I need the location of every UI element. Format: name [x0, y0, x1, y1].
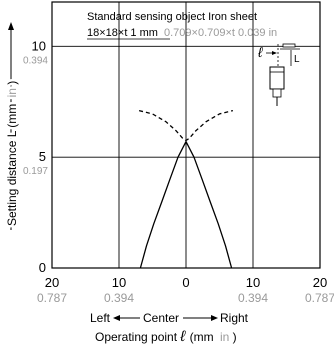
x-tick-label: 20	[313, 275, 327, 290]
diagram-sensor-head	[269, 66, 285, 90]
x-label-left: Left	[90, 311, 111, 325]
x-label-right: Right	[220, 311, 249, 325]
diagram-sensor-body	[272, 88, 282, 98]
y-axis-arrowhead	[8, 22, 14, 30]
y-axis-label: Setting distance L (mm in )	[3, 22, 22, 230]
annotation-line1: Standard sensing object Iron sheet	[87, 11, 257, 23]
x-tick-label: 10	[112, 275, 126, 290]
x-label-unit-close: )	[233, 330, 237, 344]
diagram-target-plate	[282, 43, 296, 48]
x-axis-label: Left Center Right Operating point ℓ (mm …	[90, 311, 249, 345]
diagram-L-label: L	[294, 54, 300, 65]
diagram-ell-arrowhead	[272, 51, 277, 55]
x-tick-inch-label: 0.394	[238, 291, 268, 305]
y-tick-label: 0	[39, 260, 46, 275]
x-label-prefix: Operating point	[95, 330, 180, 344]
x-label-center: Center	[143, 311, 179, 325]
y-label-unit-in: in	[5, 88, 19, 97]
y-label-close: )	[5, 81, 19, 85]
annotation-mm: 18×18×t 1 mm	[87, 27, 158, 39]
y-tick-inch-label: 0.197	[23, 166, 48, 177]
y-tick-label: 5	[39, 149, 46, 164]
x-left-arrowhead	[113, 315, 120, 321]
x-label-line2: Operating point ℓ (mm in )	[95, 328, 237, 345]
x-tick-label: 20	[45, 275, 59, 290]
y-tick-label: 10	[32, 38, 46, 53]
series-solid-curve	[139, 140, 233, 269]
x-label-unit-in: in	[220, 330, 229, 344]
y-tick-labels: 0 5 0.197 10 0.394	[23, 38, 48, 275]
diagram-ell-label: ℓ	[257, 44, 263, 60]
x-tick-label: 0	[182, 275, 189, 290]
data-series	[138, 109, 234, 269]
x-tick-label: 10	[246, 275, 260, 290]
series-dashed-curve	[138, 109, 234, 142]
annotation-inch: 0.709×0.709×t 0.039 in	[164, 27, 277, 39]
y-label-text: Setting distance L (mm in )	[5, 81, 19, 226]
sensor-diagram: ℓ L	[257, 43, 300, 106]
y-tick-inch-label: 0.394	[23, 55, 48, 66]
grid-lines	[52, 2, 320, 268]
x-tick-inch-label: 0.787	[37, 291, 67, 305]
x-label-unit-mm: (mm	[190, 330, 214, 344]
y-label-main: Setting distance L (mm	[5, 104, 19, 226]
x-tick-inch-label: 0.787	[305, 291, 334, 305]
x-tick-inch-label: 0.394	[104, 291, 134, 305]
annotation-line2: 18×18×t 1 mm 0.709×0.709×t 0.039 in	[87, 27, 277, 39]
x-right-arrowhead	[211, 315, 218, 321]
x-label-symbol: ℓ	[179, 328, 186, 345]
